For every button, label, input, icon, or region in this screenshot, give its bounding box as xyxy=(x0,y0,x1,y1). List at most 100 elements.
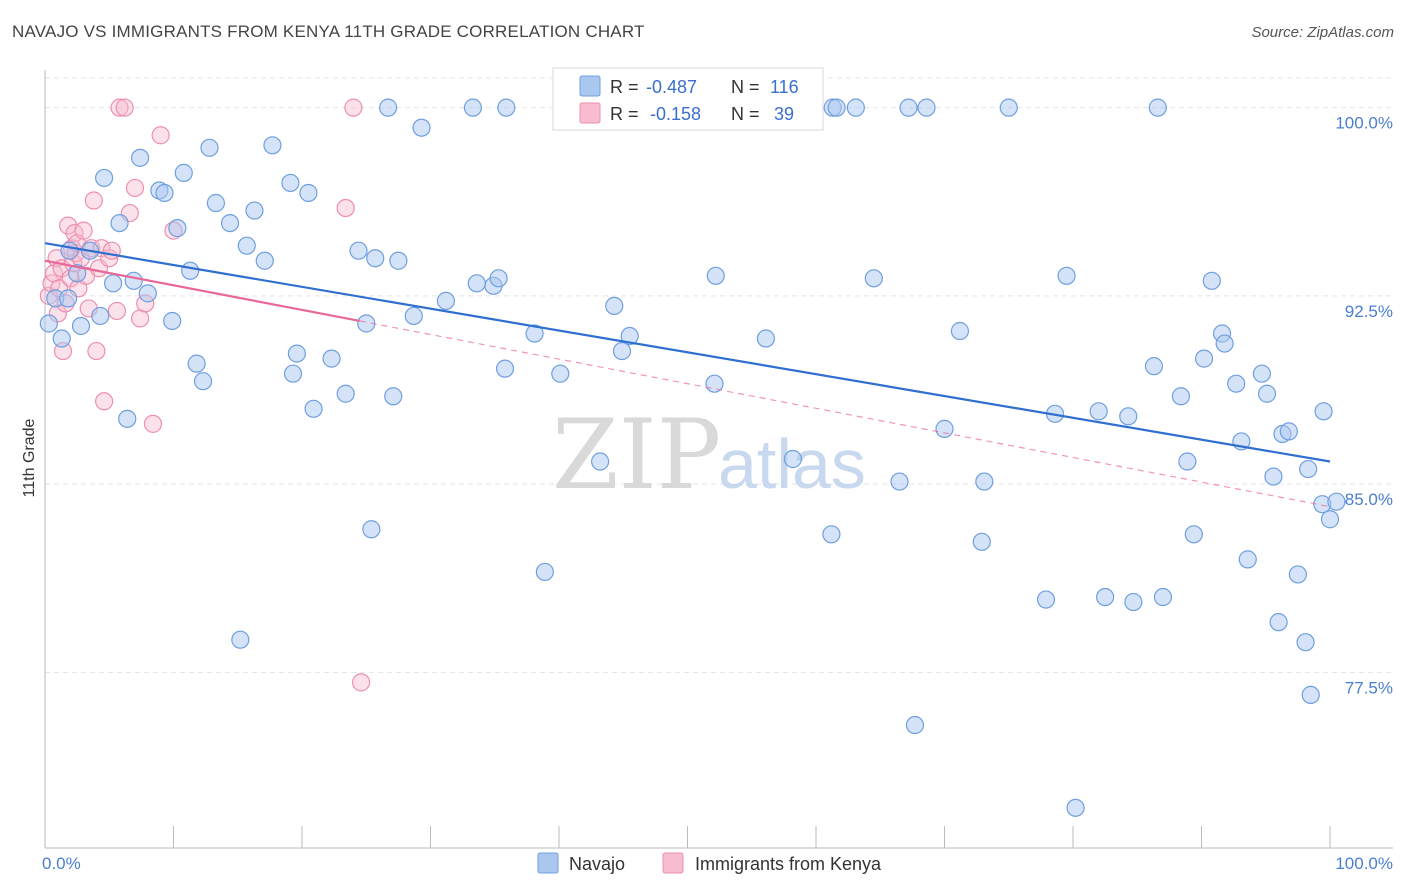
kenya-point xyxy=(84,191,103,210)
axes-layer xyxy=(44,70,1393,849)
navajo-point xyxy=(1288,565,1307,584)
navajo-point xyxy=(525,324,544,343)
navajo-point xyxy=(378,98,398,117)
navajo-point xyxy=(283,364,303,383)
navajo-point xyxy=(91,306,110,326)
navajo-point xyxy=(1314,402,1333,421)
navajo-point xyxy=(281,173,300,193)
navajo-point xyxy=(200,138,219,157)
navajo-point xyxy=(822,525,841,544)
navajo-point xyxy=(263,136,282,155)
y-tick-label: 92.5% xyxy=(1345,302,1393,321)
navajo-point xyxy=(187,354,206,373)
navajo-point xyxy=(322,349,341,368)
navajo-point xyxy=(1264,467,1283,486)
navajo-point xyxy=(349,241,368,260)
navajo-point xyxy=(138,284,157,303)
navajo-point xyxy=(1171,387,1191,406)
navajo-point xyxy=(287,344,306,363)
navajo-point xyxy=(535,562,554,582)
navajo-trend-line xyxy=(44,242,1331,463)
legend-kenya-swatch xyxy=(579,102,601,124)
bottom-legend-kenya-swatch xyxy=(662,852,684,874)
y-axis-label: 11th Grade xyxy=(21,418,38,497)
legend-navajo-swatch xyxy=(579,75,601,97)
navajo-point xyxy=(404,306,423,326)
navajo-point xyxy=(463,98,483,117)
navajo-point xyxy=(362,520,381,539)
navajo-point xyxy=(59,289,78,308)
watermark-zip: ZIP xyxy=(552,399,721,511)
navajo-point xyxy=(110,213,129,233)
navajo-point xyxy=(71,316,91,336)
navajo-point xyxy=(1066,798,1085,817)
kenya-point xyxy=(74,221,93,240)
navajo-point xyxy=(1057,266,1076,285)
navajo-point xyxy=(155,183,174,203)
legend-kenya-n-value: 39 xyxy=(774,104,794,124)
navajo-point xyxy=(1327,492,1346,511)
kenya-point xyxy=(130,309,150,328)
navajo-point xyxy=(1238,550,1257,569)
navajo-point xyxy=(917,98,936,117)
navajo-point xyxy=(130,148,150,167)
navajo-point xyxy=(1096,587,1115,607)
watermark: ZIP atlas xyxy=(552,399,866,511)
navajo-points xyxy=(39,98,1346,817)
y-tick-label: 100.0% xyxy=(1335,114,1393,133)
navajo-point xyxy=(124,271,143,290)
navajo-point xyxy=(1036,590,1056,609)
x-tick-label-min: 0.0% xyxy=(42,854,81,873)
navajo-point xyxy=(231,630,250,649)
navajo-point xyxy=(1202,271,1221,290)
navajo-point xyxy=(905,715,925,735)
navajo-point xyxy=(1119,407,1138,426)
legend-kenya-n-label: N = xyxy=(731,104,760,124)
navajo-point xyxy=(706,266,725,285)
navajo-point xyxy=(1257,384,1277,403)
navajo-point xyxy=(495,359,515,378)
navajo-point xyxy=(497,98,516,117)
navajo-point xyxy=(1215,334,1234,353)
kenya-point xyxy=(95,392,114,411)
kenya-points xyxy=(39,98,371,692)
navajo-point xyxy=(999,98,1018,117)
navajo-point xyxy=(591,452,610,471)
navajo-point xyxy=(620,326,639,346)
navajo-point xyxy=(1144,357,1164,376)
bottom-legend-navajo-swatch xyxy=(537,852,559,874)
navajo-point xyxy=(899,98,918,117)
kenya-point xyxy=(87,341,106,361)
navajo-point xyxy=(612,341,632,361)
kenya-point xyxy=(143,414,163,433)
navajo-point xyxy=(245,201,264,220)
navajo-point xyxy=(39,314,58,333)
navajo-point xyxy=(1124,592,1143,612)
navajo-point xyxy=(605,296,624,316)
legend-navajo-n-label: N = xyxy=(731,77,760,97)
navajo-point xyxy=(1227,374,1246,393)
bottom-legend: Navajo Immigrants from Kenya xyxy=(537,852,882,874)
kenya-point xyxy=(115,98,134,117)
navajo-point xyxy=(68,264,87,283)
kenya-point xyxy=(344,98,363,117)
navajo-point xyxy=(389,251,408,270)
trend-layer xyxy=(44,242,1331,508)
navajo-point xyxy=(95,168,114,188)
navajo-point xyxy=(950,321,970,341)
navajo-point xyxy=(220,213,240,233)
bottom-legend-navajo-label: Navajo xyxy=(569,854,625,874)
navajo-point xyxy=(1089,402,1108,421)
kenya-point xyxy=(336,198,355,218)
navajo-point xyxy=(1194,349,1214,368)
legend-navajo-r-label: R = xyxy=(610,77,639,97)
navajo-point xyxy=(104,274,123,293)
legend-navajo-n-value: 116 xyxy=(770,77,799,97)
legend-kenya-r-label: R = xyxy=(610,104,639,124)
legend-navajo-r-value: -0.487 xyxy=(646,77,697,97)
navajo-point xyxy=(890,472,909,491)
navajo-point xyxy=(1184,525,1203,544)
navajo-point xyxy=(52,329,71,348)
navajo-point xyxy=(237,236,256,255)
